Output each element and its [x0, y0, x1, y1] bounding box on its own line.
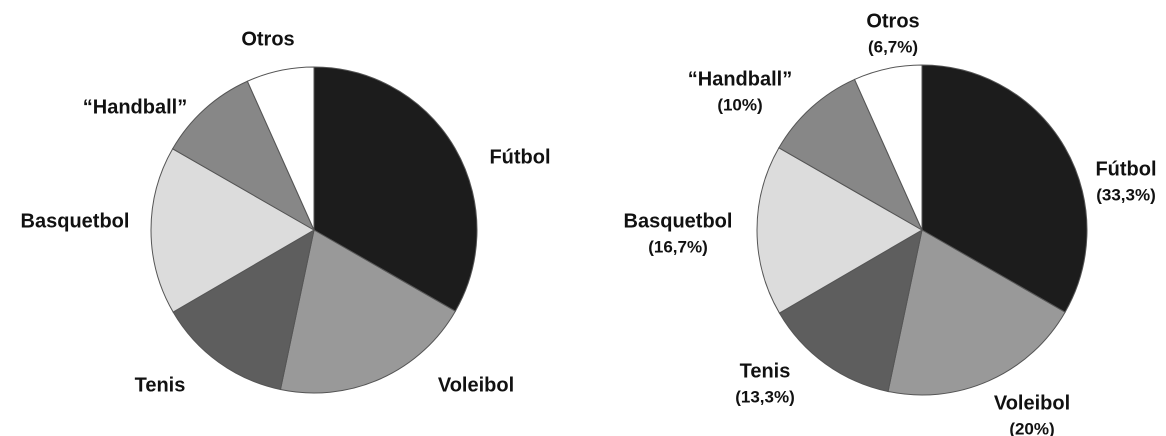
slice-label: Voleibol	[438, 374, 514, 396]
slice-label: Otros	[866, 10, 919, 32]
slice-label: “Handball”	[83, 96, 187, 118]
slice-value-label: (13,3%)	[735, 387, 795, 406]
pie-slice	[778, 78, 924, 232]
pie-slice	[853, 64, 923, 231]
pie-slice	[279, 229, 457, 394]
slice-label: Fútbol	[1095, 158, 1156, 180]
pie-slice	[313, 66, 478, 312]
slice-label: Tenis	[135, 374, 186, 396]
pie-slice	[150, 148, 315, 313]
pie-slice	[246, 66, 315, 231]
slice-value-label: (20%)	[1009, 419, 1054, 436]
pie-slice	[171, 80, 316, 232]
pie-slice	[921, 64, 1088, 313]
slice-value-label: (33,3%)	[1096, 185, 1156, 204]
slice-label: Fútbol	[489, 146, 550, 168]
pie-slice	[172, 229, 315, 391]
slice-label: Tenis	[740, 360, 791, 382]
slice-value-label: (16,7%)	[648, 237, 708, 256]
pie-slice	[887, 229, 1066, 396]
slice-label: “Handball”	[688, 68, 792, 90]
slice-value-label: (6,7%)	[868, 37, 918, 56]
slice-label: Basquetbol	[21, 210, 130, 232]
slice-label: Basquetbol	[624, 210, 733, 232]
slice-label: Otros	[241, 28, 294, 50]
pie-slice	[778, 229, 923, 393]
slice-label: Voleibol	[994, 392, 1070, 414]
slice-value-label: (10%)	[717, 95, 762, 114]
pie-slice	[756, 147, 923, 314]
